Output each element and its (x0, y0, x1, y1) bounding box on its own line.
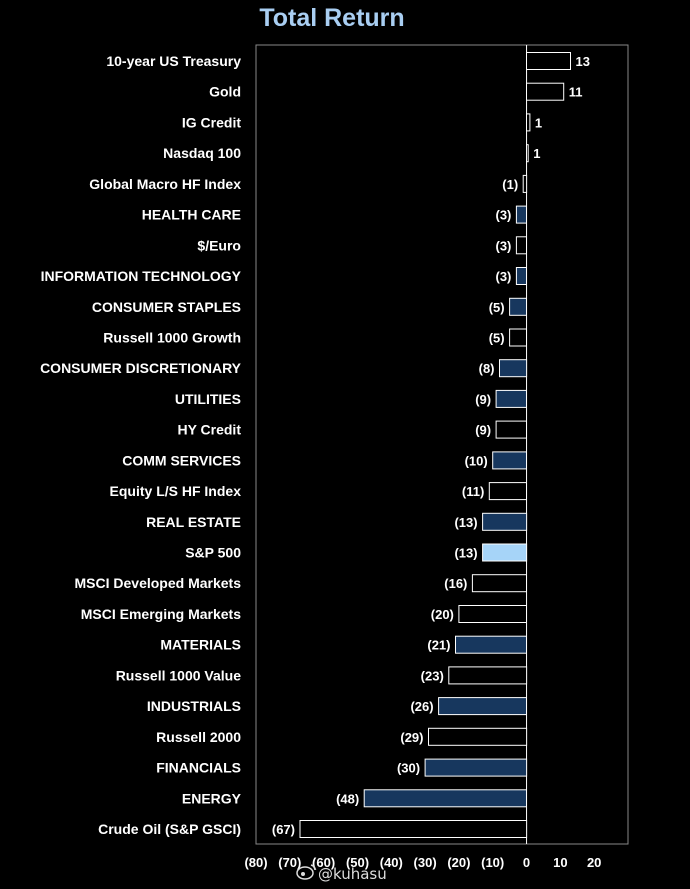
category-label: Global Macro HF Index (89, 176, 241, 192)
category-label: CONSUMER STAPLES (92, 299, 241, 315)
value-label: (3) (496, 269, 512, 284)
value-label: (3) (496, 208, 512, 223)
category-label: INDUSTRIALS (147, 698, 241, 714)
category-label: MSCI Developed Markets (75, 575, 242, 591)
category-labels: 10-year US Treasury Gold IG Credit Nasdaq 1… (40, 53, 242, 837)
bar-21 (438, 697, 528, 716)
bar-18 (458, 605, 527, 623)
category-label: Crude Oil (S&P GSCI) (98, 821, 241, 837)
watermark-text: @kuhasu (318, 865, 387, 883)
category-label: CONSUMER DISCRETIONARY (40, 360, 242, 376)
category-label: COMM SERVICES (122, 452, 241, 468)
x-tick-label: 10 (553, 855, 567, 870)
bar-5 (515, 205, 528, 224)
category-label: Russell 1000 Growth (103, 330, 241, 346)
category-label: Russell 2000 (156, 729, 241, 745)
bar-8 (509, 297, 528, 316)
category-label: INFORMATION TECHNOLOGY (41, 268, 242, 284)
category-label: 10-year US Treasury (106, 53, 241, 69)
weibo-logo-icon (296, 864, 316, 880)
value-label: (5) (489, 331, 505, 346)
bar-25 (299, 820, 528, 838)
category-label: Russell 1000 Value (116, 667, 242, 683)
value-label: (20) (431, 607, 454, 622)
bar-4 (522, 174, 528, 193)
category-label: IG Credit (182, 114, 241, 130)
bar-1 (526, 82, 565, 101)
value-label: (3) (496, 238, 512, 253)
x-tick-label: (80) (244, 855, 267, 870)
bar-7 (515, 267, 528, 285)
value-label: (8) (479, 361, 495, 376)
x-tick-label: 20 (587, 855, 601, 870)
value-label: (30) (397, 761, 420, 776)
value-label: 1 (533, 146, 540, 161)
x-tick-label: (50) (346, 855, 369, 870)
x-tick-label: (60) (312, 855, 335, 870)
category-label: S&P 500 (185, 545, 241, 561)
value-label: (13) (454, 546, 477, 561)
category-label: $/Euro (197, 237, 241, 253)
x-tick-label: (70) (278, 855, 301, 870)
chart-title: Total Return (259, 4, 404, 32)
bar-15 (482, 512, 528, 531)
value-label: (26) (410, 699, 433, 714)
category-label: MATERIALS (160, 637, 241, 653)
value-label: 1 (535, 115, 542, 130)
bar-6 (515, 236, 528, 255)
category-label: Equity L/S HF Index (110, 483, 242, 499)
category-label: UTILITIES (175, 391, 241, 407)
bar-14 (488, 482, 527, 501)
bar-23 (424, 758, 528, 777)
value-label: (11) (462, 484, 484, 499)
value-label: (9) (475, 392, 491, 407)
bar-11 (495, 389, 528, 408)
bar-3 (526, 144, 529, 163)
x-tick-label: (40) (380, 855, 403, 870)
value-label: (67) (272, 822, 295, 837)
watermark: @kuhasu (296, 864, 387, 883)
bar-2 (526, 113, 531, 132)
value-label: (13) (454, 515, 477, 530)
bar-group (299, 45, 571, 844)
x-tick-label: (20) (447, 855, 470, 870)
x-axis-ticks: (80) (70) (60) (50) (40) (30) (20) (10) 0 10 20 (244, 855, 601, 870)
value-label: (16) (444, 576, 467, 591)
value-label: 11 (569, 85, 583, 100)
value-label: (29) (400, 730, 423, 745)
bar-9 (509, 328, 528, 347)
value-label: (21) (427, 638, 450, 653)
bar-10 (499, 359, 528, 378)
value-label: 13 (576, 54, 590, 69)
value-label: (5) (489, 300, 505, 315)
x-tick-label: (30) (414, 855, 437, 870)
bar-0 (526, 52, 571, 70)
value-label: (48) (336, 791, 359, 806)
category-label: HY Credit (177, 422, 241, 438)
bar-20 (448, 666, 528, 685)
bar-16 (482, 543, 528, 562)
value-label: (23) (421, 668, 444, 683)
value-label: (10) (465, 453, 488, 468)
bar-13 (492, 451, 528, 470)
bar-12 (495, 420, 528, 439)
bar-22 (428, 727, 528, 746)
category-label: REAL ESTATE (146, 514, 241, 530)
bar-17 (471, 574, 527, 593)
category-label: FINANCIALS (156, 760, 241, 776)
category-label: HEALTH CARE (142, 207, 241, 223)
x-tick-label: (10) (481, 855, 504, 870)
x-tick-label: 0 (523, 855, 530, 870)
value-label: (9) (475, 423, 491, 438)
value-label: (1) (502, 177, 518, 192)
category-label: MSCI Emerging Markets (81, 606, 241, 622)
category-label: ENERGY (182, 790, 242, 806)
bar-24 (363, 789, 528, 808)
plot-frame (255, 44, 629, 845)
category-label: Nasdaq 100 (163, 145, 241, 161)
bar-19 (455, 635, 527, 654)
category-label: Gold (209, 84, 241, 100)
value-labels: 131111(1)(3)(3)(3)(5)(5)(8)(9)(9)(10)(11… (272, 54, 590, 837)
